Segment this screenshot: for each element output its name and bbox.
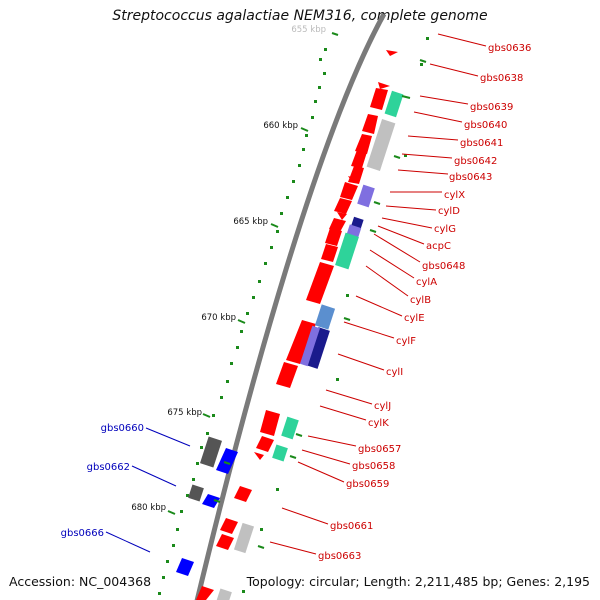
gene-label[interactable]: gbs0640 [464,120,507,131]
gene-label[interactable]: cylX [444,190,465,201]
category-block [366,119,396,171]
gene-label[interactable]: cylI [386,367,403,378]
category-block [357,184,375,208]
gene-cylK-arrow [256,436,274,452]
tick-label-665: 665 kbp [233,217,268,227]
gc-content-track [158,37,429,595]
gene-label[interactable]: cylB [410,295,431,306]
gene-cylE-arrow [306,262,334,304]
gene-gbs0648-arrow [329,218,346,232]
gene-label[interactable]: gbs0661 [330,521,373,532]
gene-cylD-arrow [340,182,358,200]
topology-text: Topology: circular; Length: 2,211,485 bp… [246,574,590,589]
gene-marker-dashes [213,59,427,549]
category-block [216,588,232,600]
gene-gbs0643-arrow [348,166,364,184]
gene-label[interactable]: cylF [396,336,416,347]
category-block [384,90,404,118]
gene-cylG-arrow [334,198,352,214]
gene-cylI-arrow [276,362,298,388]
gene-gbs0662-arrow [202,494,220,508]
label-leader-lines-right [269,33,487,555]
gene-label[interactable]: gbs0643 [449,172,492,183]
gene-label[interactable]: gbs0636 [488,43,531,54]
gene-label[interactable]: cylG [434,224,456,235]
gene-gbs0641-arrow [355,134,372,154]
category-block [200,436,222,468]
gene-label[interactable]: acpC [426,241,451,252]
genome-backbone [194,12,387,600]
gene-cylB-arrow [321,244,338,262]
gene-acpC-arrow [337,212,347,220]
gene-gbs0642-arrow [351,150,367,168]
gene-tail-arrow [196,586,214,600]
gene-label[interactable]: gbs0658 [352,461,395,472]
category-block [335,232,359,270]
gene-labels-left: gbs0660 gbs0662 gbs0666 [61,423,144,539]
gene-gbs0660-arrow [216,448,238,474]
gene-label[interactable]: cylD [438,206,460,217]
gene-label[interactable]: gbs0663 [318,551,361,562]
map-title: Streptococcus agalactiae NEM316, complet… [112,8,488,24]
gene-label[interactable]: gbs0659 [346,479,389,490]
gene-label[interactable]: cylK [368,418,389,429]
gene-gbs0639-arrow [370,88,388,110]
gene-label[interactable]: gbs0660 [101,423,144,434]
gene-label[interactable]: cylA [416,277,437,288]
category-block [281,416,299,440]
tick-label-670: 670 kbp [201,313,236,323]
category-block [306,327,330,369]
tick-label-675: 675 kbp [167,408,202,418]
label-leader-lines-left [105,427,191,553]
gene-cylA-arrow [325,228,342,246]
category-block [188,484,204,502]
forward-strand-genes [196,50,398,600]
accession-text: Accession: NC_004368 [9,574,152,589]
gene-label[interactable]: cylE [404,313,425,324]
gene-gbs0666-arrow [176,558,194,576]
gene-gbs0657-arrow [254,452,264,460]
gene-cylJ-arrow [260,410,280,436]
function-category-track [188,90,404,600]
gene-label[interactable]: gbs0642 [454,156,497,167]
tick-label-680: 680 kbp [131,503,166,513]
gene-gbs0640-arrow [362,114,378,134]
scale-ticks [167,32,339,515]
gene-label[interactable]: gbs0666 [61,528,104,539]
gene-label[interactable]: gbs0662 [87,462,130,473]
gene-label[interactable]: gbs0641 [460,138,503,149]
category-block [300,325,320,367]
reverse-strand-genes [176,448,238,576]
gene-label[interactable]: gbs0638 [480,73,523,84]
gene-gbs0661-arrow [234,486,252,502]
gene-label[interactable]: gbs0648 [422,261,465,272]
category-block [272,444,288,462]
gene-gbs0636-arrow [386,50,398,56]
category-block [314,304,336,330]
gene-cylF-arrow [286,320,316,364]
gene-gbs0638-arrow [378,82,390,89]
gene-label[interactable]: gbs0657 [358,444,401,455]
tick-label-655: 655 kbp [291,25,326,35]
scale-tick-labels: 655 kbp 660 kbp 665 kbp 670 kbp 675 kbp … [131,25,326,513]
gene-labels-right: gbs0636 gbs0638 gbs0639 gbs0640 gbs0641 … [318,43,531,562]
gene-gbs0663-arrow [220,518,238,534]
tick-label-660: 660 kbp [263,121,298,131]
gene-label[interactable]: gbs0639 [470,102,513,113]
gene-cylX-arrow [348,176,358,182]
gene-label[interactable]: cylJ [374,401,391,412]
gene-gbs0663b-arrow [216,534,234,550]
category-block [233,522,255,554]
